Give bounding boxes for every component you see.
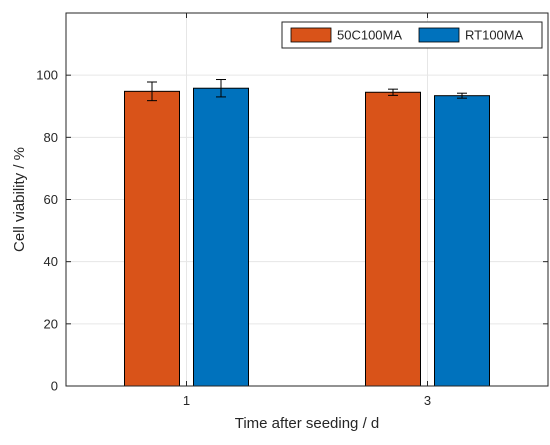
legend-box (281, 21, 543, 49)
y-tick-label: 20 (44, 316, 58, 331)
bar-RT100MA-3 (434, 95, 490, 387)
x-tick-label: 3 (424, 393, 431, 408)
bar-50C100MA-3 (365, 91, 421, 387)
axes (65, 12, 549, 387)
x-tick-label: 1 (183, 393, 190, 408)
y-tick-label: 60 (44, 192, 58, 207)
x-axis-label: Time after seeding / d (235, 415, 380, 432)
legend-swatch-RT100MA (418, 27, 460, 43)
y-tick-label: 80 (44, 130, 58, 145)
y-tick-label: 100 (36, 68, 58, 83)
tick-labels: 0 20 40 60 80 100 1 3 (36, 68, 431, 408)
y-tick-label: 0 (51, 379, 58, 394)
legend: 50C100MA RT100MA (281, 21, 543, 49)
legend-label-RT100MA: RT100MA (465, 28, 524, 43)
bars (124, 79, 490, 387)
y-axis-label: Cell viability / % (11, 147, 28, 252)
legend-swatch-50C100MA (290, 27, 332, 43)
y-tick-label: 40 (44, 254, 58, 269)
bar-RT100MA-1 (193, 87, 249, 387)
bar-50C100MA-1 (124, 90, 180, 387)
legend-label-50C100MA: 50C100MA (337, 28, 402, 43)
